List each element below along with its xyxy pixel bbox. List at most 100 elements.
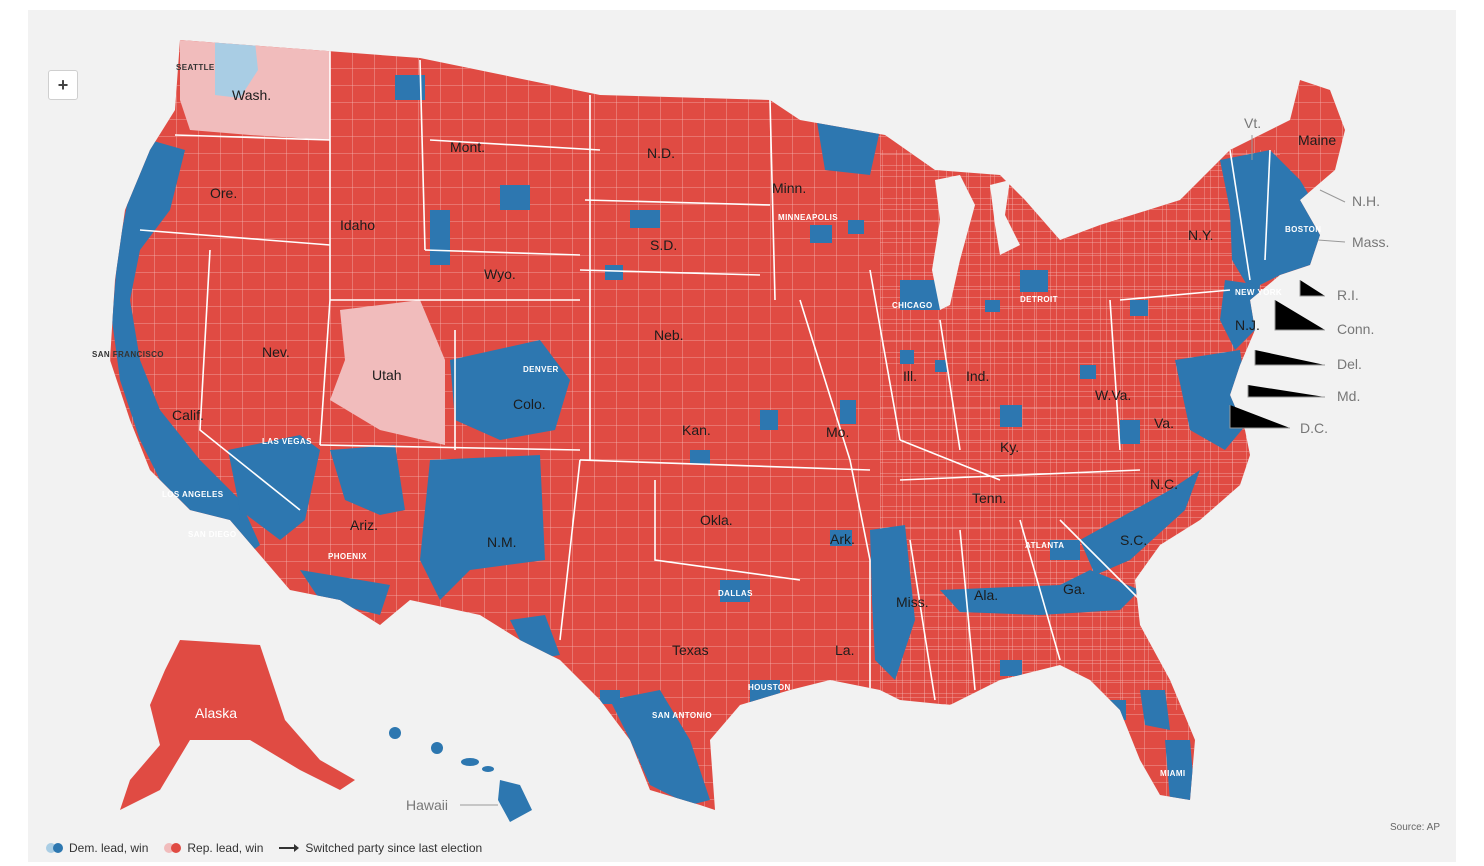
state-label-ny: N.Y. (1188, 227, 1213, 243)
state-label-ark: Ark. (830, 531, 855, 547)
state-label-la: La. (835, 642, 854, 658)
callout-del: Del. (1337, 356, 1362, 372)
lake-michigan (932, 175, 975, 310)
hawaii (389, 727, 532, 822)
state-label-utah: Utah (372, 367, 402, 383)
state-label-ore: Ore. (210, 185, 237, 201)
state-label-wyo: Wyo. (484, 266, 516, 282)
state-label-wva: W.Va. (1095, 387, 1131, 403)
colorado-dem-area (450, 340, 570, 440)
source-credit: Source: AP (1389, 822, 1440, 833)
city-label-san-diego: SAN DIEGO (188, 530, 237, 539)
state-borders (139, 50, 1271, 701)
lake-huron (990, 180, 1020, 255)
rep-light-dot (164, 843, 175, 853)
state-label-alaska: Alaska (195, 705, 237, 721)
city-label-las-vegas: LAS VEGAS (262, 437, 312, 446)
state-label-ga: Ga. (1063, 581, 1086, 597)
dem-swatch-icon (46, 843, 63, 853)
arizona-dem-area (330, 445, 405, 515)
city-label-denver: DENVER (523, 365, 559, 374)
callout-md: Md. (1337, 388, 1360, 404)
new-mexico-dem-area (420, 455, 545, 600)
alaska (120, 640, 355, 810)
legend: Dem. lead, win Rep. lead, win Switched p… (46, 838, 482, 858)
carolinas-dem-area (1080, 470, 1200, 575)
el-paso-dem-area (510, 615, 560, 660)
arrow-right-icon (279, 844, 300, 852)
city-label-phoenix: PHOENIX (328, 552, 367, 561)
state-label-colo: Colo. (513, 396, 546, 412)
south-florida-dem-area (1165, 740, 1195, 800)
state-label-sc: S.C. (1120, 532, 1147, 548)
city-label-san-francisco: SAN FRANCISCO (92, 350, 164, 359)
state-label-ky: Ky. (1000, 439, 1019, 455)
mississippi-delta-dem-area (870, 525, 915, 680)
state-label-mont: Mont. (450, 139, 485, 155)
city-label-new-york: NEW YORK (1235, 288, 1282, 297)
city-label-los-angeles: LOS ANGELES (162, 490, 224, 499)
rep-dot (171, 843, 182, 853)
city-label-chicago: CHICAGO (892, 301, 933, 310)
dem-light-dot (46, 843, 56, 853)
state-label-ariz: Ariz. (350, 517, 378, 533)
state-label-miss: Miss. (896, 594, 929, 610)
state-label-va: Va. (1154, 415, 1174, 431)
south-texas-dem-area (610, 690, 710, 805)
wash-light-dem-area (215, 40, 258, 98)
dem-dot (53, 843, 63, 853)
state-label-ala: Ala. (974, 587, 998, 603)
state-label-nd: N.D. (647, 145, 675, 161)
west-coast-dem-strip (112, 140, 260, 560)
state-label-calif: Calif. (172, 407, 204, 423)
nyc-dem-area (1220, 280, 1260, 350)
callout-conn: Conn. (1337, 321, 1374, 337)
city-label-minneapolis: MINNEAPOLIS (778, 213, 838, 222)
rep-swatch-icon (164, 843, 182, 853)
state-label-okla: Okla. (700, 512, 733, 528)
state-label-sd: S.D. (650, 237, 677, 253)
state-label-nev: Nev. (262, 344, 290, 360)
zoom-in-button[interactable]: + (48, 70, 78, 100)
city-label-san-antonio: SAN ANTONIO (652, 711, 712, 720)
legend-switch: Switched party since last election (279, 841, 482, 855)
scattered-dem-counties (395, 75, 1148, 720)
callout-lines (460, 135, 1346, 806)
callout-hawaii: Hawaii (406, 797, 448, 813)
city-label-seattle: SEATTLE (176, 63, 215, 72)
city-label-boston: BOSTON (1285, 225, 1321, 234)
minnesota-ne-dem-area (815, 110, 880, 175)
utah-light-rep-area (330, 300, 445, 445)
callout-ri: R.I. (1337, 287, 1359, 303)
state-label-nc: N.C. (1150, 476, 1178, 492)
state-label-neb: Neb. (654, 327, 684, 343)
callout-nj: N.J. (1235, 317, 1260, 333)
state-label-minn: Minn. (772, 180, 806, 196)
state-label-ind: Ind. (966, 368, 989, 384)
callout-nh: N.H. (1352, 193, 1380, 209)
legend-switch-label: Switched party since last election (305, 841, 483, 855)
state-label-ill: Ill. (903, 368, 917, 384)
callout-dc: D.C. (1300, 420, 1328, 436)
city-label-detroit: DETROIT (1020, 295, 1058, 304)
state-label-idaho: Idaho (340, 217, 375, 233)
callout-vt: Vt. (1244, 115, 1261, 131)
state-label-nm: N.M. (487, 534, 517, 550)
state-label-mo: Mo. (826, 424, 849, 440)
legend-dem-label: Dem. lead, win (69, 841, 149, 855)
legend-rep: Rep. lead, win (164, 841, 263, 855)
city-label-atlanta: ATLANTA (1025, 541, 1064, 550)
city-label-miami: MIAMI (1160, 769, 1186, 778)
state-label-kan: Kan. (682, 422, 711, 438)
state-label-maine: Maine (1298, 132, 1336, 148)
new-england-dem-area (1220, 150, 1330, 290)
city-label-dallas: DALLAS (718, 589, 753, 598)
state-label-wash: Wash. (232, 87, 271, 103)
las-vegas-dem-area (228, 435, 320, 540)
callout-mass: Mass. (1352, 234, 1389, 250)
city-label-houston: HOUSTON (748, 683, 791, 692)
legend-rep-label: Rep. lead, win (187, 841, 264, 855)
legend-dem: Dem. lead, win (46, 841, 148, 855)
arizona-south-dem-area (300, 570, 390, 615)
